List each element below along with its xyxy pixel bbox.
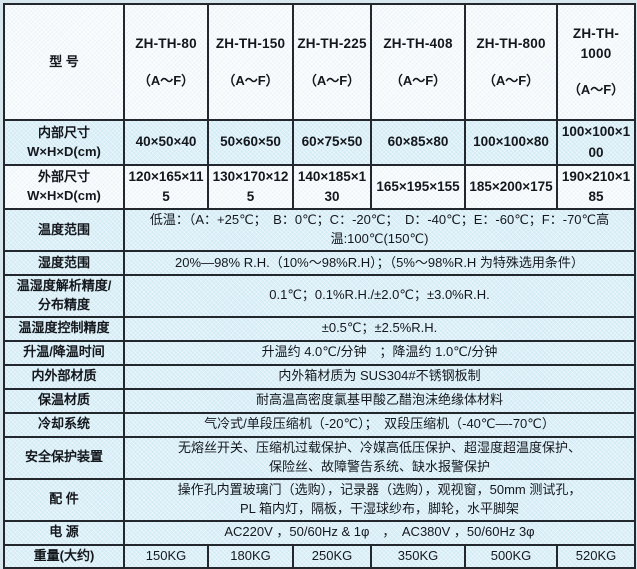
row-label: 冷却系统: [3, 411, 125, 438]
outer-size-value: 130×170×125: [207, 163, 294, 211]
weight-value: 350KG: [370, 543, 466, 569]
outer-size-value: 165×195×155: [370, 163, 466, 211]
power-value: AC220V ，50/60Hz & 1φ ， AC380V ，50/60Hz 3…: [123, 519, 636, 546]
inner-size-value: 40×50×40: [123, 119, 209, 166]
model-range: （A～F）: [482, 72, 540, 88]
inner-size-value: 60×85×80: [370, 119, 466, 166]
outer-size-value: 190×210×185: [556, 163, 636, 211]
row-safety-devices: 安全保护装置 无熔丝开关、压缩机过载保护、冷媒高低压保护、超湿度超温度保护、 保…: [3, 435, 636, 480]
humidity-range-value: 20%—98% R.H.（10%～98%R.H）；（5%～98%R.H 为特殊选…: [123, 250, 636, 277]
row-outer-size: 外部尺寸 W×H×D(cm) 120×165×115 130×170×125 1…: [3, 163, 636, 211]
model-header: ZH-TH-150 （A～F）: [207, 2, 294, 122]
inner-size-value: 100×100×100: [556, 119, 636, 166]
inner-size-value: 50×60×50: [207, 119, 294, 166]
model-header: ZH-TH-1000 （A～F）: [556, 2, 636, 122]
model-range: （A～F）: [567, 82, 625, 98]
row-label: 湿度范围: [3, 250, 125, 277]
row-label: 配 件: [3, 477, 125, 522]
model-range: （A～F）: [222, 72, 279, 88]
model-name: ZH-TH-800: [476, 35, 546, 51]
safety-devices-value: 无熔丝开关、压缩机过载保护、冷媒高低压保护、超湿度超温度保护、 保险丝、故障警告…: [123, 435, 636, 480]
model-name: ZH-TH-225: [297, 35, 367, 51]
row-label: 电 源: [3, 519, 125, 546]
row-label: 内外部材质: [3, 363, 125, 390]
row-label: 安全保护装置: [3, 435, 125, 480]
corner-label: 型 号: [3, 2, 125, 122]
row-label: 温度范围: [3, 208, 125, 253]
heat-cool-time-value: 升温约 4.0℃/分钟 ；降温约 1.0℃/分钟: [123, 339, 636, 366]
row-resolution-accuracy: 温湿度解析精度/ 分布精度 0.1℃；0.1%R.H./±2.0℃；±3.0%R…: [3, 274, 636, 318]
outer-size-value: 185×200×175: [464, 163, 558, 211]
row-humidity-range: 湿度范围 20%—98% R.H.（10%～98%R.H）；（5%～98%R.H…: [3, 250, 636, 277]
weight-value: 180KG: [207, 543, 294, 569]
shell-material-value: 内外箱材质为 SUS304#不锈钢板制: [123, 363, 636, 390]
cooling-system-value: 气冷式/单段压缩机（-20℃）； 双段压缩机（-40℃—-70℃）: [123, 411, 636, 438]
accessories-value: 操作孔内置玻璃门（选购），记录器（选购），观视窗，50mm 测试孔， PL 箱内…: [123, 477, 636, 522]
spec-sheet: 型 号 ZH-TH-80 （A～F） ZH-TH-150 （A～F） ZH-TH…: [3, 2, 636, 569]
outer-size-value: 140×185×130: [292, 163, 372, 211]
model-header: ZH-TH-80 （A～F）: [123, 2, 209, 122]
model-range: （A～F）: [137, 72, 195, 88]
model-range: （A～F）: [389, 72, 447, 88]
row-label: 升温/降温时间: [3, 339, 125, 366]
row-shell-material: 内外部材质 内外箱材质为 SUS304#不锈钢板制: [3, 363, 636, 390]
row-temp-range: 温度范围 低温：（A：+25℃； B：0℃；C：-20℃； D：-40℃；E：-…: [3, 208, 636, 253]
insulation-material-value: 耐高温高密度氯基甲酸乙醋泡沫绝缘体材料: [123, 387, 636, 414]
row-label: 温湿度控制精度: [3, 315, 125, 342]
inner-size-value: 100×100×80: [464, 119, 558, 166]
row-cooling-system: 冷却系统 气冷式/单段压缩机（-20℃）； 双段压缩机（-40℃—-70℃）: [3, 411, 636, 438]
row-heat-cool-time: 升温/降温时间 升温约 4.0℃/分钟 ；降温约 1.0℃/分钟: [3, 339, 636, 366]
model-name: ZH-TH-408: [383, 35, 453, 51]
row-insulation-material: 保温材质 耐高温高密度氯基甲酸乙醋泡沫绝缘体材料: [3, 387, 636, 414]
weight-value: 520KG: [556, 543, 636, 569]
spec-table: 型 号 ZH-TH-80 （A～F） ZH-TH-150 （A～F） ZH-TH…: [3, 2, 636, 569]
row-label: 温湿度解析精度/ 分布精度: [3, 274, 125, 318]
model-header: ZH-TH-225 （A～F）: [292, 2, 372, 122]
row-weight: 重量(大约) 150KG 180KG 250KG 350KG 500KG 520…: [3, 543, 636, 569]
row-inner-size: 内部尺寸 W×H×D(cm) 40×50×40 50×60×50 60×75×5…: [3, 119, 636, 166]
row-label: 保温材质: [3, 387, 125, 414]
model-range: （A～F）: [303, 72, 361, 88]
model-header: ZH-TH-408 （A～F）: [370, 2, 466, 122]
resolution-accuracy-value: 0.1℃；0.1%R.H./±2.0℃；±3.0%R.H.: [123, 274, 636, 318]
row-label: 内部尺寸 W×H×D(cm): [3, 119, 125, 166]
row-control-accuracy: 温湿度控制精度 ±0.5℃；±2.5%R.H.: [3, 315, 636, 342]
model-name: ZH-TH-150: [215, 35, 286, 51]
temp-range-value: 低温：（A：+25℃； B：0℃；C：-20℃； D：-40℃；E：-60℃；F…: [123, 208, 636, 253]
model-name: ZH-TH-80: [135, 35, 197, 51]
model-name: ZH-TH-1000: [572, 26, 620, 61]
model-header: ZH-TH-800 （A～F）: [464, 2, 558, 122]
weight-value: 150KG: [123, 543, 209, 569]
header-row: 型 号 ZH-TH-80 （A～F） ZH-TH-150 （A～F） ZH-TH…: [3, 2, 636, 122]
inner-size-value: 60×75×50: [292, 119, 372, 166]
control-accuracy-value: ±0.5℃；±2.5%R.H.: [123, 315, 636, 342]
weight-value: 250KG: [292, 543, 372, 569]
row-accessories: 配 件 操作孔内置玻璃门（选购），记录器（选购），观视窗，50mm 测试孔， P…: [3, 477, 636, 522]
outer-size-value: 120×165×115: [123, 163, 209, 211]
row-label: 外部尺寸 W×H×D(cm): [3, 163, 125, 211]
weight-value: 500KG: [464, 543, 558, 569]
row-label: 重量(大约): [3, 543, 125, 569]
row-power: 电 源 AC220V ，50/60Hz & 1φ ， AC380V ，50/60…: [3, 519, 636, 546]
